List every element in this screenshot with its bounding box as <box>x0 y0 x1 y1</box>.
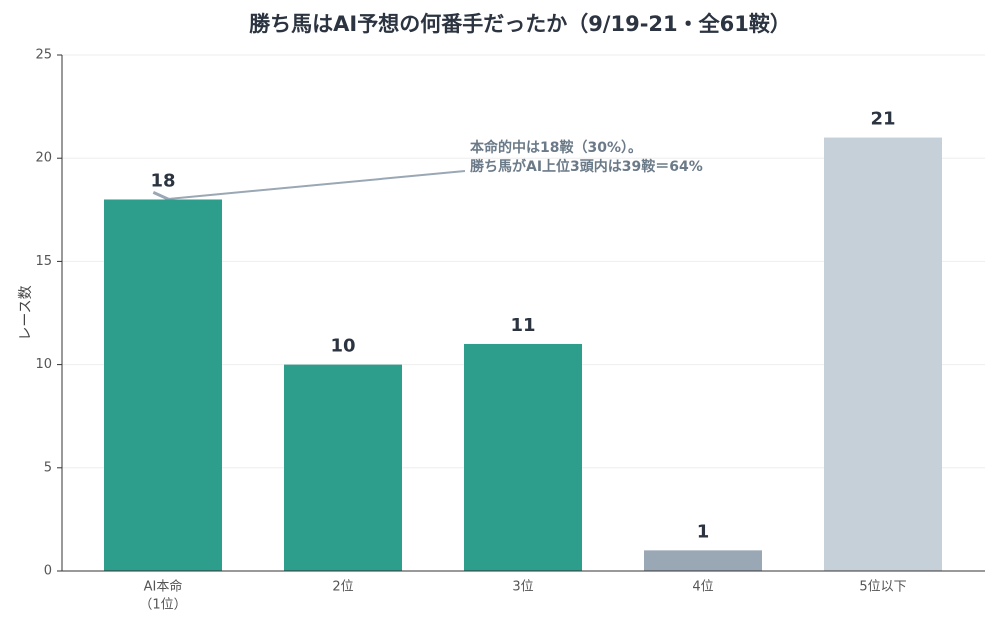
value-label: 18 <box>150 170 175 191</box>
bar <box>464 343 582 571</box>
bar <box>104 199 222 572</box>
y-tick-label: 0 <box>44 564 52 579</box>
value-label: 10 <box>330 336 355 357</box>
value-label: 1 <box>697 521 710 542</box>
y-axis-label: レース数 <box>18 285 34 340</box>
x-tick-label: 3位 <box>512 580 533 595</box>
bar <box>284 364 402 571</box>
bar <box>824 137 942 571</box>
y-tick-label: 10 <box>35 357 52 372</box>
x-tick-label: 2位 <box>332 580 353 595</box>
x-tick-label: AI本命 <box>144 579 183 595</box>
y-tick-label: 5 <box>44 460 52 475</box>
y-tick-label: 15 <box>35 254 52 269</box>
y-tick-label: 25 <box>35 48 52 63</box>
value-label: 11 <box>510 315 535 336</box>
bar <box>644 550 762 571</box>
x-tick-label: 5位以下 <box>859 580 906 595</box>
y-tick-label: 20 <box>35 151 52 166</box>
annotation: 勝ち馬がAI上位3頭内は39鞍＝64% <box>470 158 703 175</box>
value-label: 21 <box>870 109 895 130</box>
x-tick-label: （1位） <box>139 598 186 613</box>
annotation: 本命的中は18鞍（30%）。 <box>470 139 642 156</box>
chart-title: 勝ち馬はAI予想の何番手だったか（9/19-21・全61鞍） <box>249 12 791 36</box>
annotation-arrow <box>152 170 466 210</box>
x-tick-label: 4位 <box>692 580 713 595</box>
